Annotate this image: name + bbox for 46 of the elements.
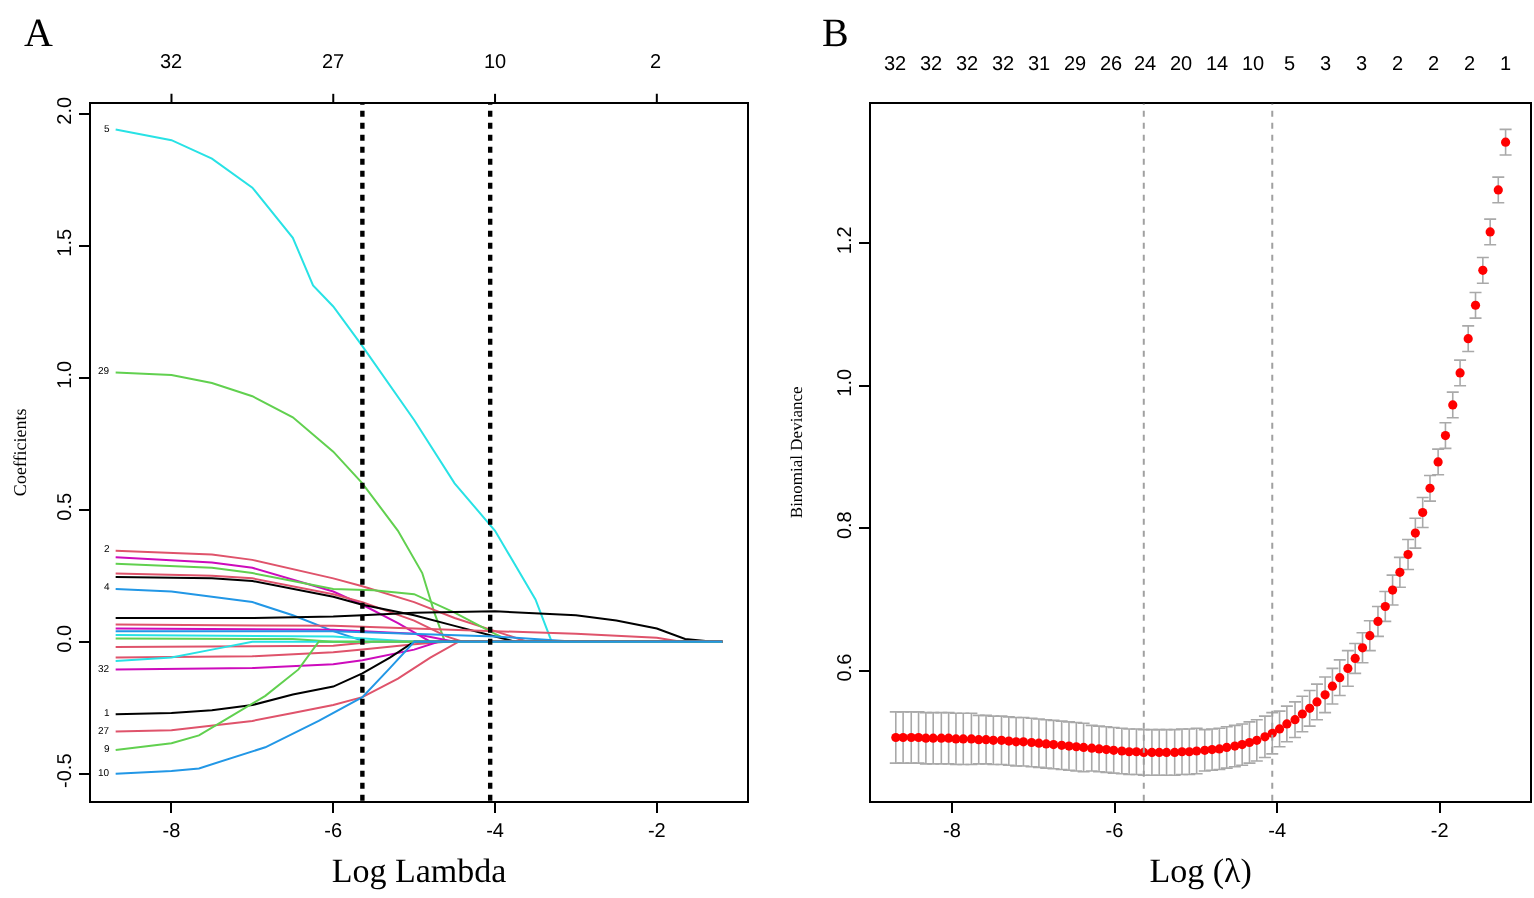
- text: 26: [1100, 54, 1124, 76]
- text: 31: [1028, 54, 1052, 76]
- text: 2: [1428, 54, 1440, 76]
- x-tick-label: -2: [647, 820, 667, 843]
- x-tick-label: -4: [1268, 820, 1287, 843]
- text: 14: [1206, 54, 1230, 76]
- x-tick-label: -6: [324, 820, 344, 843]
- x-tick-label: -8: [162, 820, 182, 843]
- y-axis-title: Binomial Deviance: [786, 386, 807, 519]
- y-tick-label: 0.0: [55, 623, 78, 653]
- y-tick-label: 0.6: [835, 652, 858, 682]
- text: 32: [956, 54, 980, 76]
- text: 3: [1320, 54, 1332, 76]
- text: 20: [1170, 54, 1194, 76]
- y-tick-label: 0.5: [55, 491, 78, 521]
- x-axis-title: Log (λ): [1149, 851, 1252, 890]
- y-tick-label: 1.0: [55, 359, 78, 389]
- x-tick-label: -6: [1105, 820, 1125, 843]
- text: 10: [484, 52, 508, 74]
- x-tick-label: -4: [486, 820, 505, 843]
- y-axis-title: Coefficients: [10, 407, 31, 497]
- x-axis-title: Log Lambda: [331, 851, 508, 890]
- text: 1: [1500, 54, 1512, 76]
- chart-title: A: [24, 12, 54, 56]
- text: 27: [322, 52, 346, 74]
- chart-title: B: [822, 12, 849, 56]
- x-tick-label: -2: [1430, 820, 1450, 843]
- y-tick-label: 1.0: [835, 367, 858, 397]
- text: 32: [992, 54, 1016, 76]
- y-tick-label: 1.2: [835, 225, 858, 255]
- y-tick-label: 1.5: [55, 227, 78, 257]
- y-tick-label: -0.5: [55, 752, 78, 788]
- text: 2: [1392, 54, 1404, 76]
- x-tick-label: -8: [942, 820, 962, 843]
- y-tick-label: 0.8: [835, 510, 858, 540]
- text: 2: [650, 52, 662, 74]
- text: 29: [1064, 54, 1088, 76]
- text: 24: [1134, 54, 1158, 76]
- text: 32: [920, 54, 944, 76]
- text: 32: [160, 52, 184, 74]
- text: 10: [1242, 54, 1266, 76]
- text: 3: [1356, 54, 1368, 76]
- text: 2: [1464, 54, 1476, 76]
- text: 5: [1284, 54, 1296, 76]
- text: 32: [884, 54, 908, 76]
- y-tick-label: 2.0: [55, 96, 78, 125]
